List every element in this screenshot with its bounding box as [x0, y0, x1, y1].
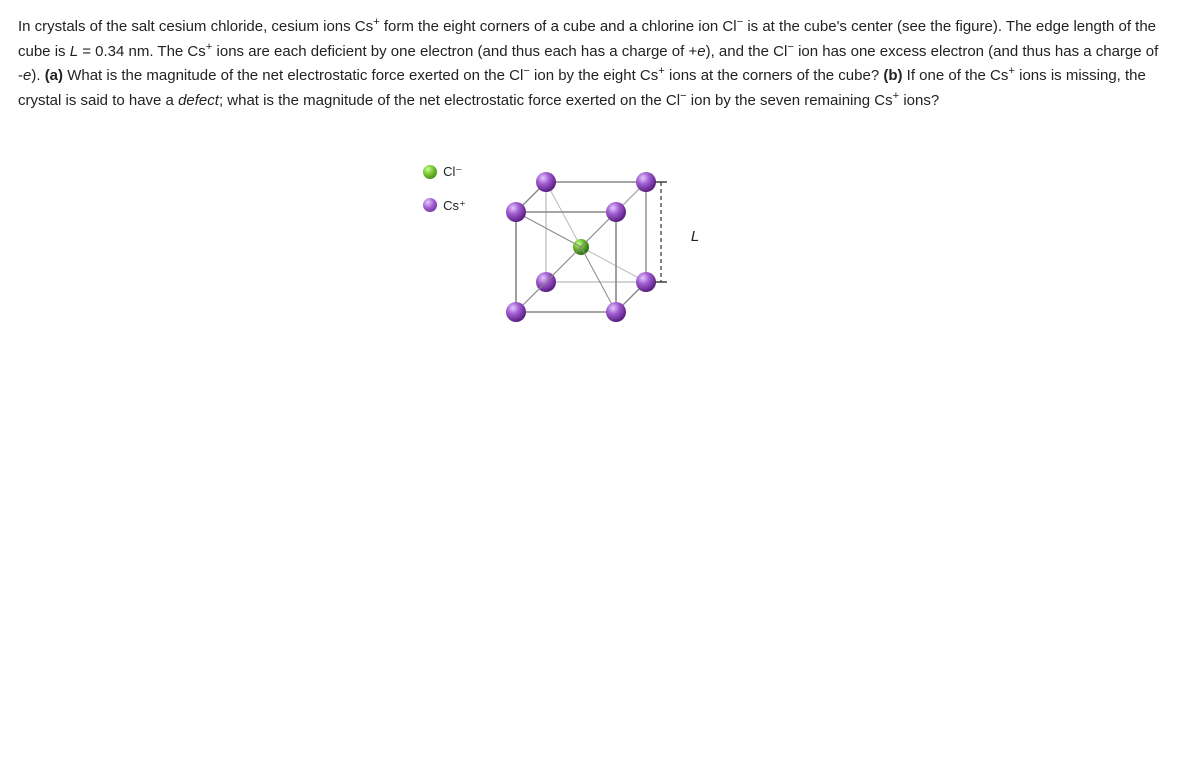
text: If one of the Cs: [902, 67, 1008, 84]
sup-plus: +: [1008, 65, 1015, 77]
defect-word: defect: [178, 92, 219, 109]
text: = 0.34 nm. The Cs: [78, 43, 206, 60]
text: In crystals of the salt cesium chloride,…: [18, 18, 373, 35]
text: ).: [31, 67, 44, 84]
sup-plus: +: [658, 65, 665, 77]
var-L: L: [70, 43, 78, 60]
legend-cs: Cs⁺: [423, 196, 466, 216]
sup-plus: +: [373, 16, 380, 28]
text: ions at the corners of the cube?: [665, 67, 883, 84]
cl-swatch-icon: [423, 165, 437, 179]
text: ), and the Cl: [706, 43, 788, 60]
problem-text: In crystals of the salt cesium chloride,…: [18, 14, 1161, 112]
legend-cs-label: Cs⁺: [443, 196, 466, 216]
text: ion by the seven remaining Cs: [687, 92, 893, 109]
sup-minus: −: [737, 16, 744, 28]
sup-minus: −: [523, 65, 530, 77]
sup-minus: −: [787, 41, 794, 53]
var-e: e: [697, 43, 705, 60]
part-a-label: (a): [45, 67, 63, 84]
sup-minus: −: [680, 90, 687, 102]
cube-diagram: L: [496, 132, 756, 352]
legend: Cl⁻ Cs⁺: [423, 162, 466, 215]
figure-wrap: Cl⁻ Cs⁺ L: [18, 132, 1161, 352]
sup-plus: +: [206, 41, 213, 53]
cs-swatch-icon: [423, 198, 437, 212]
legend-cl: Cl⁻: [423, 162, 466, 182]
text: form the eight corners of a cube and a c…: [384, 18, 737, 35]
text: What is the magnitude of the net electro…: [63, 67, 523, 84]
text: ion by the eight Cs: [530, 67, 658, 84]
legend-cl-label: Cl⁻: [443, 162, 462, 182]
text: ; what is the magnitude of the net elect…: [219, 92, 680, 109]
text: ions?: [899, 92, 939, 109]
part-b-label: (b): [883, 67, 902, 84]
edge-length-label: L: [691, 226, 699, 249]
text: ions are each deficient by one electron …: [217, 43, 698, 60]
cube-svg: [496, 132, 756, 352]
